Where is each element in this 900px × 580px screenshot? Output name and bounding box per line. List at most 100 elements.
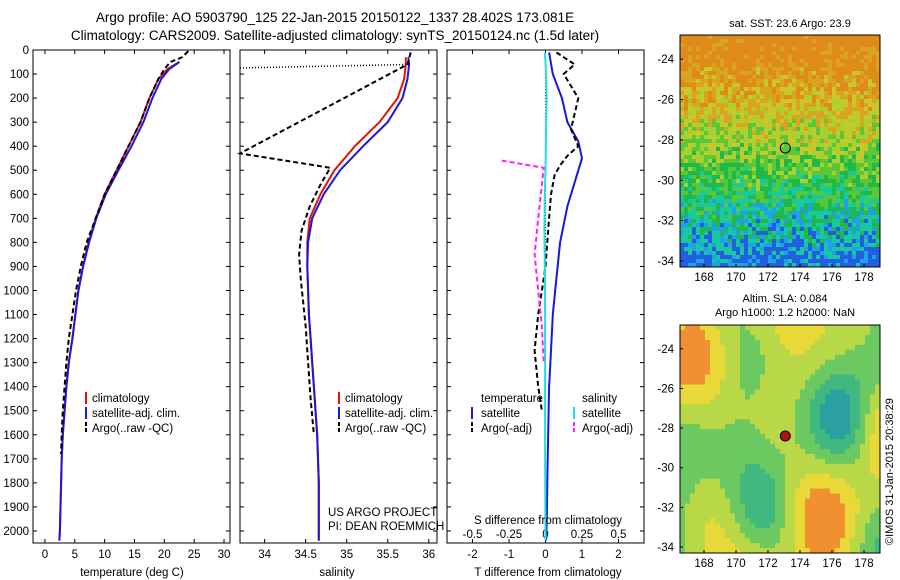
sst-cell [800,91,805,96]
sst-cell [772,247,777,252]
sla-cell [820,463,826,470]
sla-cell [765,453,771,460]
sst-cell [844,231,849,236]
sla-cell [850,414,856,420]
sla-cell [775,463,781,470]
sla-cell [865,543,871,549]
sla-cell [810,339,816,346]
sst-cell [844,111,849,116]
sst-cell [756,67,761,72]
sst-cell [864,227,869,232]
sst-cell [696,39,701,44]
sst-cell [696,187,701,192]
sst-cell [792,247,797,252]
sla-cell [840,439,846,445]
sla-cell [770,439,776,445]
sst-cell [712,231,717,236]
sla-cell [705,379,711,385]
sst-cell [724,107,729,112]
sst-cell [752,243,757,248]
sst-cell [704,239,709,244]
sst-cell [868,123,873,128]
sst-cell [680,219,685,224]
sst-cell [784,59,789,64]
sla-cell [740,434,746,440]
sla-cell [820,538,826,544]
sst-cell [872,251,877,256]
sla-cell [700,334,706,341]
sla-cell [725,329,731,336]
sst-cell [756,47,761,52]
sst-cell [716,111,721,116]
sla-cell [715,483,721,490]
sst-cell [796,139,801,144]
sst-cell [800,99,805,104]
sst-cell [744,227,749,232]
sst-cell [864,111,869,116]
sla-cell [815,513,821,519]
sst-cell [704,71,709,76]
sst-cell [780,55,785,60]
sla-cell [860,429,866,435]
sla-cell [725,414,731,420]
sst-cell [712,87,717,92]
sla-cell [875,468,881,475]
sst-cell [840,211,845,216]
sla-cell [810,404,816,410]
sst-cell [828,195,833,200]
sla-cell [800,523,806,529]
sst-cell [680,227,685,232]
y-tick-label: 1100 [4,310,29,322]
sst-cell [776,151,781,156]
sst-cell [768,99,773,104]
sst-cell [704,91,709,96]
sla-cell [720,389,726,395]
sst-cell [724,223,729,228]
sla-cell [735,523,741,529]
sst-cell [796,239,801,244]
sst-cell [768,199,773,204]
sst-cell [712,215,717,220]
sst-cell [752,179,757,184]
sst-cell [808,255,813,260]
sst-cell [848,143,853,148]
sst-cell [732,95,737,100]
sla-cell [680,453,686,460]
sla-cell [780,379,786,385]
sst-cell [728,87,733,92]
sla-cell [855,453,861,460]
sst-cell [772,179,777,184]
sst-cell [724,51,729,56]
sla-cell [710,424,716,430]
sst-cell [856,243,861,248]
sst-cell [804,235,809,240]
sst-cell [724,75,729,80]
sst-cell [784,179,789,184]
sst-cell [820,47,825,52]
sst-cell [820,135,825,140]
sst-cell [844,127,849,132]
sst-cell [716,51,721,56]
sla-cell [860,339,866,346]
sla-cell [700,448,706,455]
sst-cell [784,71,789,76]
sla-cell [770,538,776,544]
sst-cell [828,255,833,260]
sst-cell [812,95,817,100]
sla-cell [780,359,786,366]
map-x-tick-label: 172 [758,272,777,284]
sla-cell [750,329,756,336]
sst-cell [744,75,749,80]
sst-cell [736,211,741,216]
sla-cell [840,419,846,425]
sst-cell [716,171,721,176]
sst-cell [748,79,753,84]
sst-cell [868,55,873,60]
sst-cell [788,259,793,264]
x-tick-label: 10 [98,549,111,561]
sla-cell [705,339,711,346]
sst-cell [716,167,721,172]
sst-cell [740,119,745,124]
sst-cell [784,243,789,248]
sla-cell [730,543,736,549]
